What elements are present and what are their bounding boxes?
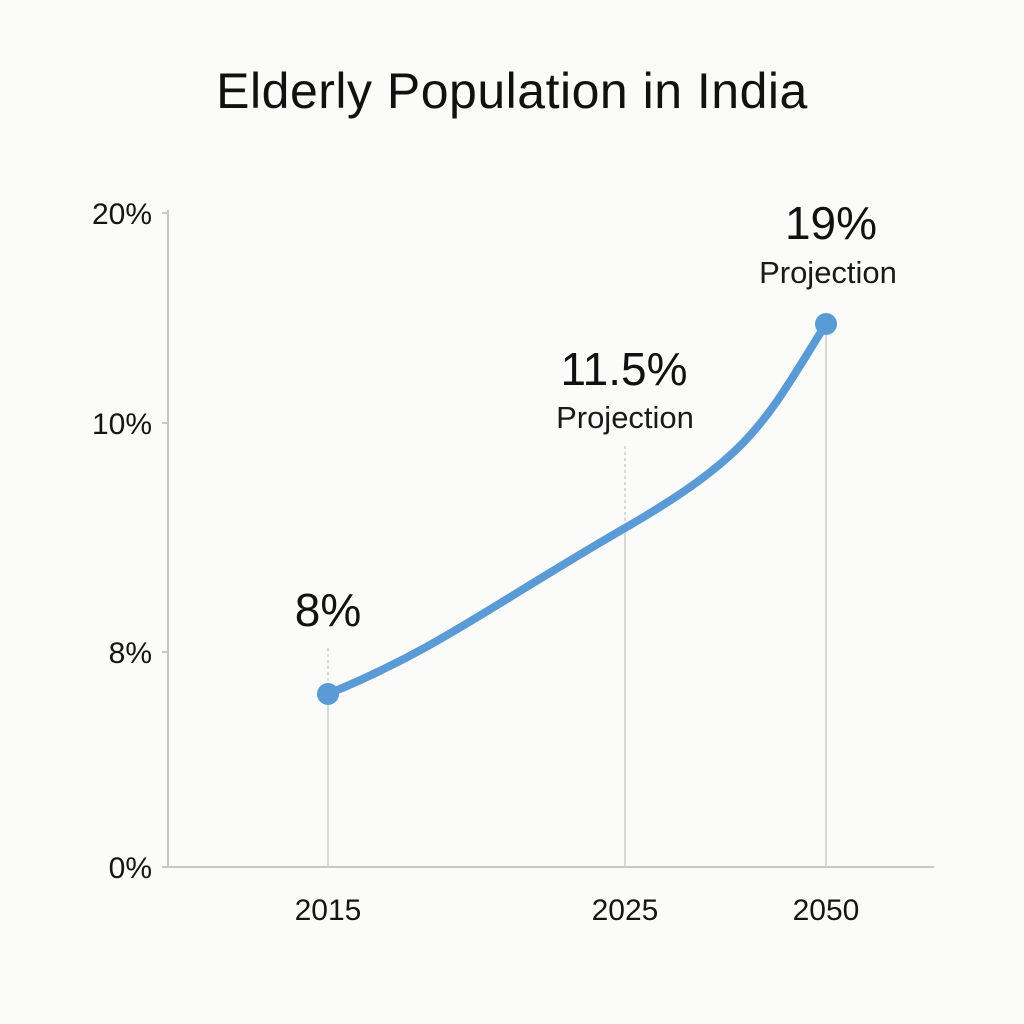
data-value-label: 8%	[295, 584, 361, 636]
x-tick-label: 2015	[295, 894, 362, 927]
y-tick-label: 20%	[92, 198, 152, 231]
x-tick-label: 2025	[592, 894, 659, 927]
projection-annotation: Projection	[556, 400, 694, 435]
y-tick-label: 0%	[109, 852, 152, 885]
data-point	[815, 313, 837, 335]
y-tick-label: 10%	[92, 408, 152, 441]
data-value-label: 11.5%	[560, 343, 687, 395]
x-tick-label: 2050	[793, 894, 860, 927]
y-tick-label: 8%	[109, 637, 152, 670]
series-line	[324, 320, 830, 698]
projection-annotation: Projection	[759, 255, 897, 290]
data-point	[317, 683, 339, 705]
data-value-label: 19%	[785, 197, 877, 249]
chart-title: Elderly Population in India	[216, 63, 808, 119]
